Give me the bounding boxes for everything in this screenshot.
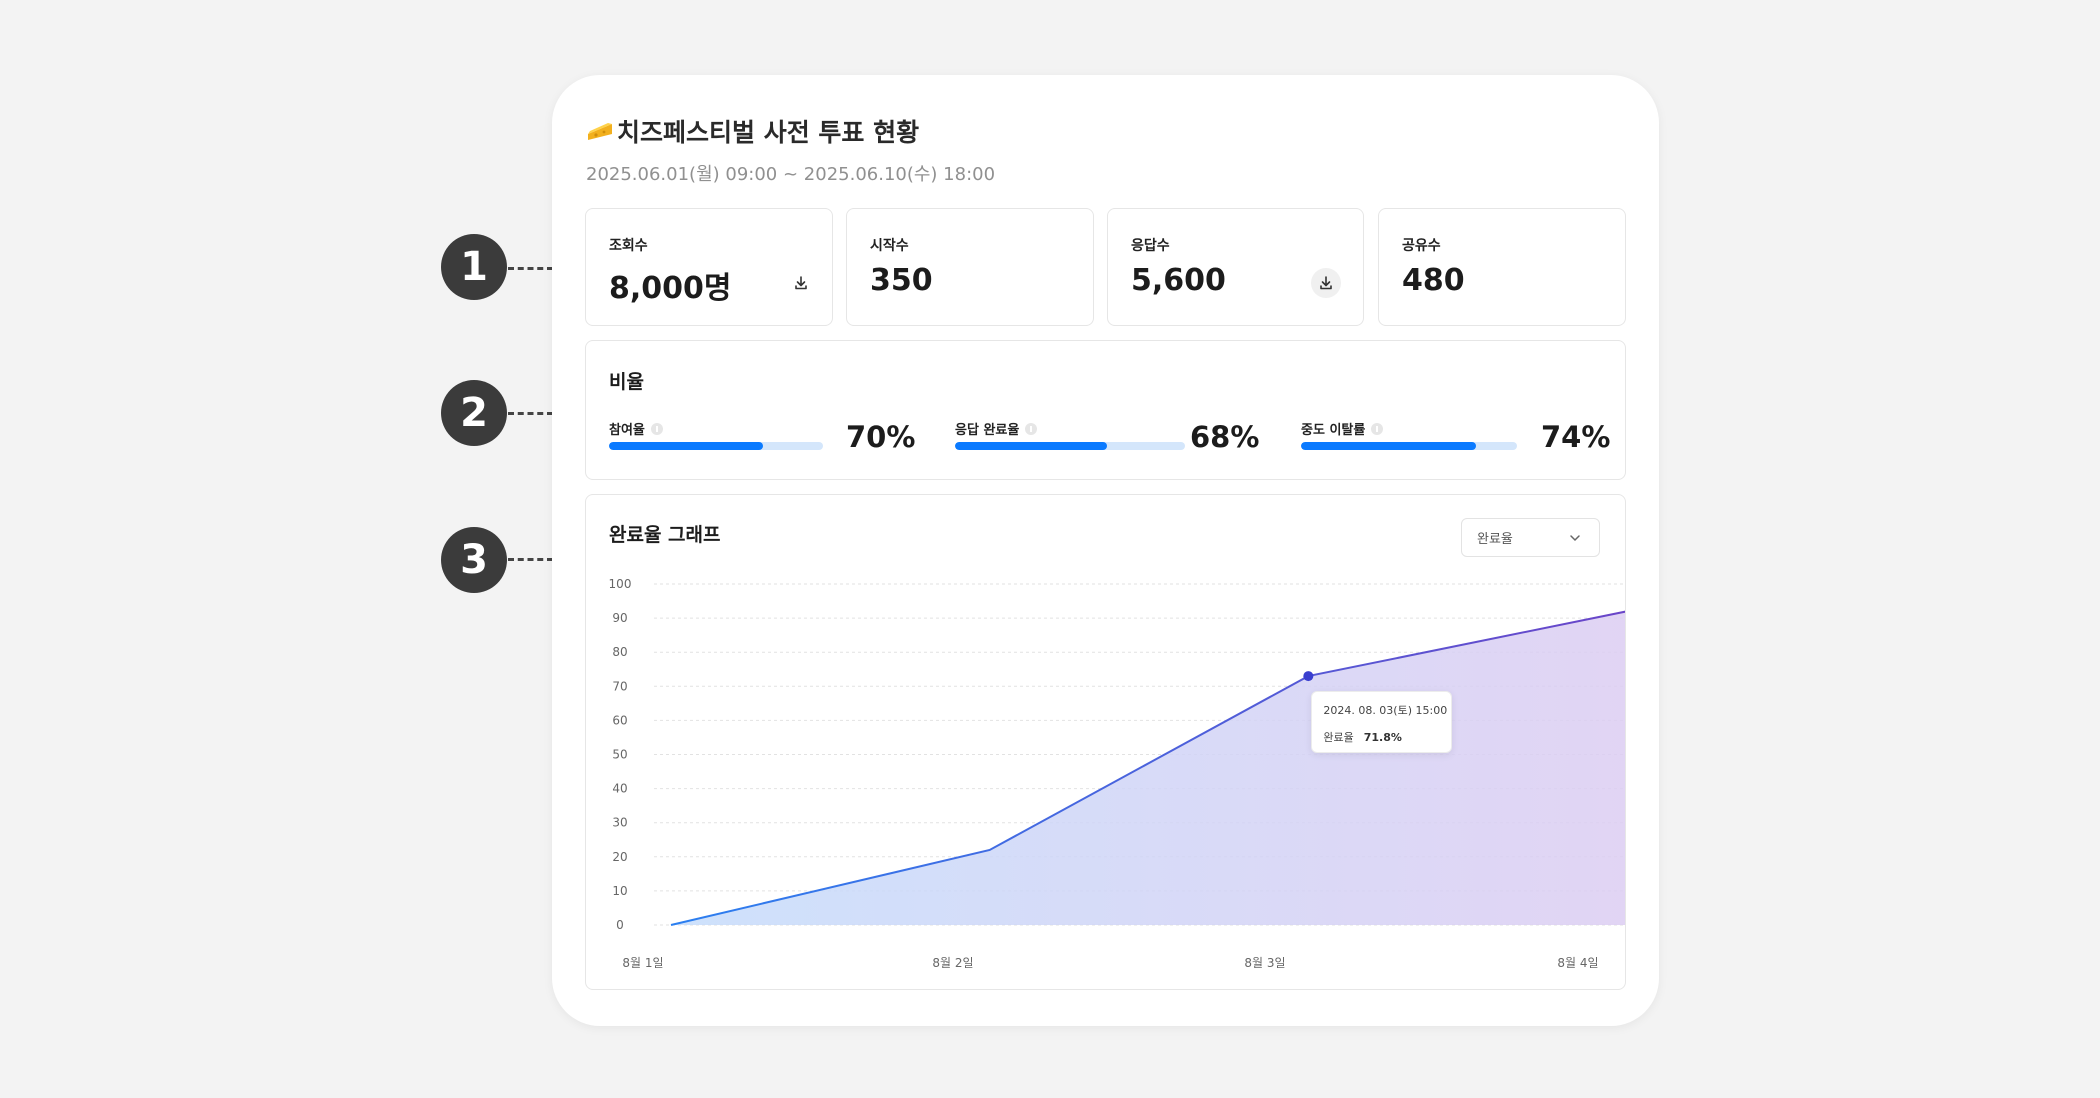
stat-value: 5,600 [1131,263,1226,298]
info-icon[interactable] [1025,422,1038,435]
ratio-title: 비율 [609,371,644,393]
info-icon[interactable] [1371,422,1384,435]
chart-tooltip: 2024. 08. 03(토) 15:00 완료율 71.8% [1311,691,1453,754]
stat-shares: 공유수 480 [1378,208,1626,326]
y-tick-label: 70 [612,679,627,693]
stat-value: 350 [870,263,933,298]
progress-fill [955,442,1107,450]
y-tick-label: 60 [612,713,627,727]
stat-label: 시작수 [870,238,909,254]
tooltip-value: 71.8% [1363,731,1402,745]
chevron-down-icon [1570,535,1580,542]
progress-bar [609,442,823,450]
metric-label: 참여율 [609,423,645,438]
progress-fill [1301,442,1476,450]
tooltip-date: 2024. 08. 03(토) 15:00 [1323,704,1448,718]
y-tick-label: 30 [612,816,627,830]
stat-value: 480 [1402,263,1465,298]
metric-dropout: 중도 이탈률 74% [1301,419,1611,454]
select-value: 완료율 [1477,532,1513,547]
cheese-icon [586,121,614,141]
highlight-point [1303,671,1314,682]
progress-fill [609,442,764,450]
download-icon [795,276,807,290]
download-button[interactable] [786,268,816,298]
callout-2-line [508,412,553,415]
progress-bar [955,442,1185,450]
dashboard-card: 치즈페스티벌 사전 투표 현황 2025.06.01(월) 09:00 ~ 20… [552,75,1659,1026]
x-tick-label: 8월 4일 [1557,956,1598,970]
download-button[interactable] [1311,268,1341,298]
y-tick-label: 40 [612,782,627,796]
stat-label: 공유수 [1402,238,1441,254]
y-tick-label: 10 [612,884,627,898]
y-tick-label: 50 [612,748,627,762]
ratio-panel: 비율 참여율 70% 응답 완료율 68% 중도 이탈률 [585,340,1626,480]
x-tick-label: 8월 1일 [622,956,663,970]
metric-participation: 참여율 70% [609,419,915,454]
metric-value: 70% [846,420,916,454]
metric-value: 68% [1190,420,1260,454]
stat-responses: 응답수 5,600 [1107,208,1364,326]
info-icon[interactable] [650,422,663,435]
y-tick-label: 80 [612,645,627,659]
callout-3: 3 [441,527,507,593]
x-tick-label: 8월 3일 [1244,956,1285,970]
graph-title: 완료율 그래프 [609,524,721,546]
tooltip-label: 완료율 [1323,731,1354,745]
stat-views: 조회수 8,000명 [585,208,833,326]
stat-label: 조회수 [609,238,648,254]
stat-value: 8,000명 [609,271,732,306]
stat-label: 응답수 [1131,238,1170,254]
series-line [670,610,1625,926]
vote-period: 2025.06.01(월) 09:00 ~ 2025.06.10(수) 18:0… [586,164,996,185]
callout-1-line [508,267,553,270]
y-tick-label: 20 [612,850,627,864]
download-icon [1320,276,1332,290]
y-tick-label: 100 [609,577,632,591]
metric-value: 74% [1541,420,1611,454]
stat-starts: 시작수 350 [846,208,1094,326]
metric-label: 중도 이탈률 [1301,423,1366,438]
progress-bar [1301,442,1517,450]
callout-1: 1 [441,234,507,300]
page-title-text: 치즈페스티벌 사전 투표 현황 [617,118,920,147]
completion-chart: 0 10 20 30 40 50 60 70 80 90 100 8월 1일 8월 2일 8월 3일 8월 … [609,577,1625,970]
metric-completion: 응답 완료율 68% [955,419,1259,454]
callout-2: 2 [441,380,507,446]
area-fill [671,611,1625,925]
y-tick-label: 90 [612,611,627,625]
metric-label: 응답 완료율 [955,423,1020,438]
y-tick-label: 0 [616,918,624,932]
x-tick-label: 8월 2일 [932,956,973,970]
page-title: 치즈페스티벌 사전 투표 현황 [586,113,919,149]
metric-select[interactable]: 완료율 [1461,518,1600,557]
completion-graph-panel: 완료율 그래프 완료율 0 10 20 30 40 50 60 70 80 90 100 8월 1일 8… [585,494,1626,990]
callout-3-line [508,558,553,561]
